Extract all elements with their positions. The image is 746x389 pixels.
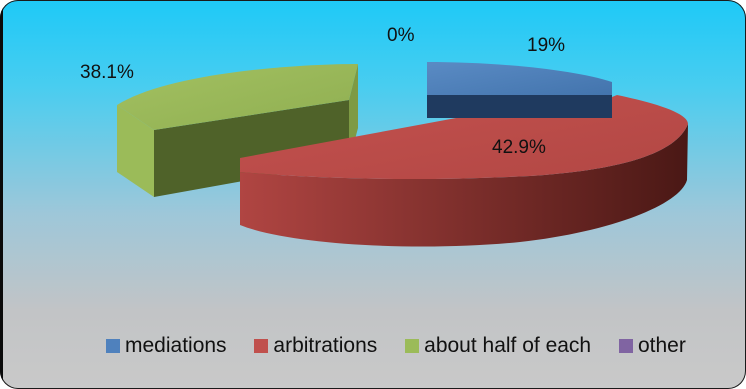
slice-about-half-of-each-side	[117, 105, 154, 197]
legend-item-other: other	[618, 334, 686, 358]
legend-label-mediations: mediations	[125, 334, 227, 357]
slice-mediations-top	[427, 62, 612, 95]
legend-label-other: other	[637, 334, 686, 357]
legend: mediations arbitrations about half of ea…	[106, 334, 708, 359]
legend-swatch-about-half-of-each	[405, 339, 420, 353]
slice-about-half-of-each	[117, 64, 358, 197]
legend-swatch-mediations	[106, 339, 120, 353]
legend-item-about-half-of-each: about half of each	[405, 334, 591, 358]
legend-label-arbitrations: arbitrations	[273, 334, 378, 357]
slice-mediations	[427, 62, 612, 118]
legend-swatch-arbitrations	[254, 339, 269, 353]
label-mediations: 19%	[527, 35, 565, 56]
slice-arbitrations-side	[240, 124, 688, 247]
legend-item-mediations: mediations	[106, 334, 227, 358]
slice-arbitrations	[240, 95, 688, 247]
label-about-half-of-each: 38.1%	[80, 62, 134, 83]
slice-mediations-front	[427, 95, 612, 118]
slice-about-half-of-each-inner-face	[154, 100, 349, 197]
legend-label-about-half-of-each: about half of each	[424, 334, 592, 357]
legend-item-arbitrations: arbitrations	[254, 334, 377, 358]
slice-arbitrations-top	[240, 95, 688, 180]
label-other: 0%	[387, 25, 415, 46]
slice-about-half-of-each-top	[117, 64, 358, 130]
label-arbitrations: 42.9%	[492, 137, 546, 158]
legend-swatch-other	[618, 339, 633, 353]
